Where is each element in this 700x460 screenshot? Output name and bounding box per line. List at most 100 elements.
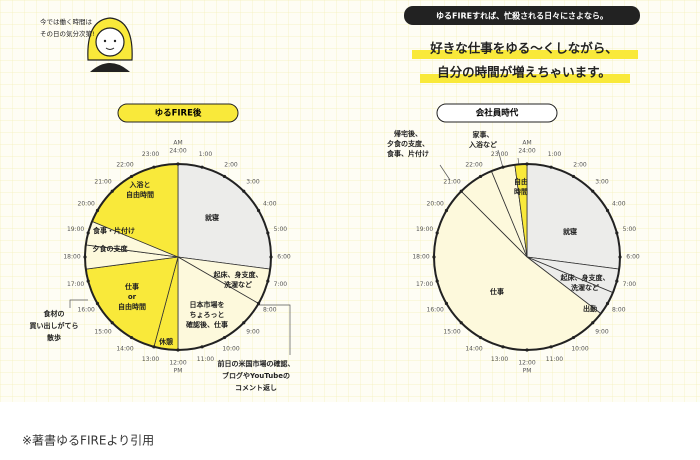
hour-tick <box>571 335 576 340</box>
hour-tick <box>129 174 134 179</box>
hour-tick <box>152 345 156 349</box>
hour-label: 3:00 <box>595 179 609 186</box>
hour-tick <box>615 231 619 235</box>
period-label: AM <box>173 140 182 147</box>
slice-label: 洗濯など <box>224 280 252 289</box>
leader-line <box>439 164 451 181</box>
hour-label: 16:00 <box>78 307 95 314</box>
slice-label: 仕事 <box>489 287 504 296</box>
hour-tick <box>110 189 114 193</box>
slice-label: 確認後、仕事 <box>186 320 228 329</box>
hour-label: 14:00 <box>116 345 133 352</box>
hour-label: 17:00 <box>416 281 433 288</box>
slice-label: 日本市場を <box>190 300 225 309</box>
hour-label: 2:00 <box>573 162 587 169</box>
hour-tick <box>222 174 227 179</box>
hour-tick <box>459 321 463 325</box>
hour-tick <box>478 335 483 340</box>
hour-tick <box>83 255 87 259</box>
hour-label: 7:00 <box>623 281 637 288</box>
slice-label: 夕食の支度、 <box>387 139 429 148</box>
annotation: 前日の米国市場の確認、 <box>218 359 295 368</box>
annotation: 食材の <box>43 309 65 318</box>
title-pill <box>436 103 558 123</box>
hour-tick <box>110 321 114 325</box>
hour-label: 24:00 <box>169 148 186 155</box>
slice-label: 入浴など <box>468 140 497 149</box>
hour-tick <box>86 279 90 283</box>
hour-tick <box>222 335 227 340</box>
hour-tick <box>256 208 261 213</box>
slice-label: ちょろっと <box>190 311 225 319</box>
hour-label: 17:00 <box>67 281 84 288</box>
hour-label: 18:00 <box>412 254 429 261</box>
hour-tick <box>615 279 619 283</box>
hour-tick <box>176 162 180 166</box>
hour-tick <box>269 255 273 259</box>
hour-label: 23:00 <box>491 151 508 158</box>
hour-tick <box>444 208 449 213</box>
hour-tick <box>435 279 439 283</box>
speech: 今では働く時間は <box>40 17 93 26</box>
hour-tick <box>242 189 246 193</box>
hour-label: 8:00 <box>263 307 277 314</box>
slice-label: 食事・片付け <box>92 226 135 235</box>
person-icon <box>87 17 133 72</box>
hour-tick <box>432 255 436 259</box>
hour-tick <box>525 162 529 166</box>
hour-label: 10:00 <box>222 345 239 352</box>
period-label: PM <box>523 368 532 375</box>
hour-label: 10:00 <box>571 345 588 352</box>
hour-label: 23:00 <box>142 151 159 158</box>
slice-label: 自由時間 <box>118 302 146 311</box>
slice-label: 起床、身支度、 <box>560 273 610 282</box>
slice-label: 就寝 <box>563 227 577 236</box>
slice-label: 休憩 <box>158 337 173 346</box>
period-label: PM <box>174 368 183 375</box>
hour-tick <box>200 345 204 349</box>
hour-tick <box>525 348 529 352</box>
hour-tick <box>501 165 505 169</box>
header: ゆるFIREすれば、忙殺される日々にさよなら。 <box>436 11 608 21</box>
headline: 好きな仕事をゆる～くしながら、 <box>429 41 618 56</box>
hour-label: 19:00 <box>416 226 433 233</box>
hour-tick <box>605 301 610 306</box>
slice-label: 食事、片付け <box>386 149 429 158</box>
hour-tick <box>200 165 204 169</box>
hour-tick <box>591 321 595 325</box>
slice-label: or <box>128 293 137 301</box>
hour-tick <box>549 345 553 349</box>
hour-tick <box>176 348 180 352</box>
hour-tick <box>256 301 261 306</box>
hour-tick <box>86 231 90 235</box>
annotation: 買い出しがてら <box>29 321 79 330</box>
header-banner <box>404 6 640 25</box>
annotation: ブログやYouTubeの <box>222 371 290 380</box>
hour-label: 5:00 <box>623 226 637 233</box>
hour-tick <box>549 165 553 169</box>
leader-line <box>69 299 88 308</box>
hour-label: 11:00 <box>197 356 214 363</box>
hour-tick <box>501 345 505 349</box>
hour-label: 13:00 <box>491 356 508 363</box>
hour-label: 16:00 <box>427 307 444 314</box>
hour-tick <box>95 208 100 213</box>
slice-label: 入浴と <box>129 180 151 189</box>
hour-tick <box>152 165 156 169</box>
hour-label: 3:00 <box>246 179 260 186</box>
hour-label: 19:00 <box>67 226 84 233</box>
slice-label: 起床、身支度、 <box>213 270 263 279</box>
headline: 自分の時間が増えちゃいます。 <box>437 65 611 80</box>
hour-tick <box>605 208 610 213</box>
chart-title: 会社員時代 <box>475 108 519 119</box>
hour-label: 22:00 <box>465 162 482 169</box>
hour-tick <box>459 189 463 193</box>
slice-label: 就寝 <box>205 213 219 222</box>
hour-label: 8:00 <box>612 307 626 314</box>
hour-label: 1:00 <box>548 151 562 158</box>
hour-tick <box>242 321 246 325</box>
annotation: 散歩 <box>47 333 61 342</box>
hour-label: 15:00 <box>443 328 460 335</box>
hour-tick <box>129 335 134 340</box>
